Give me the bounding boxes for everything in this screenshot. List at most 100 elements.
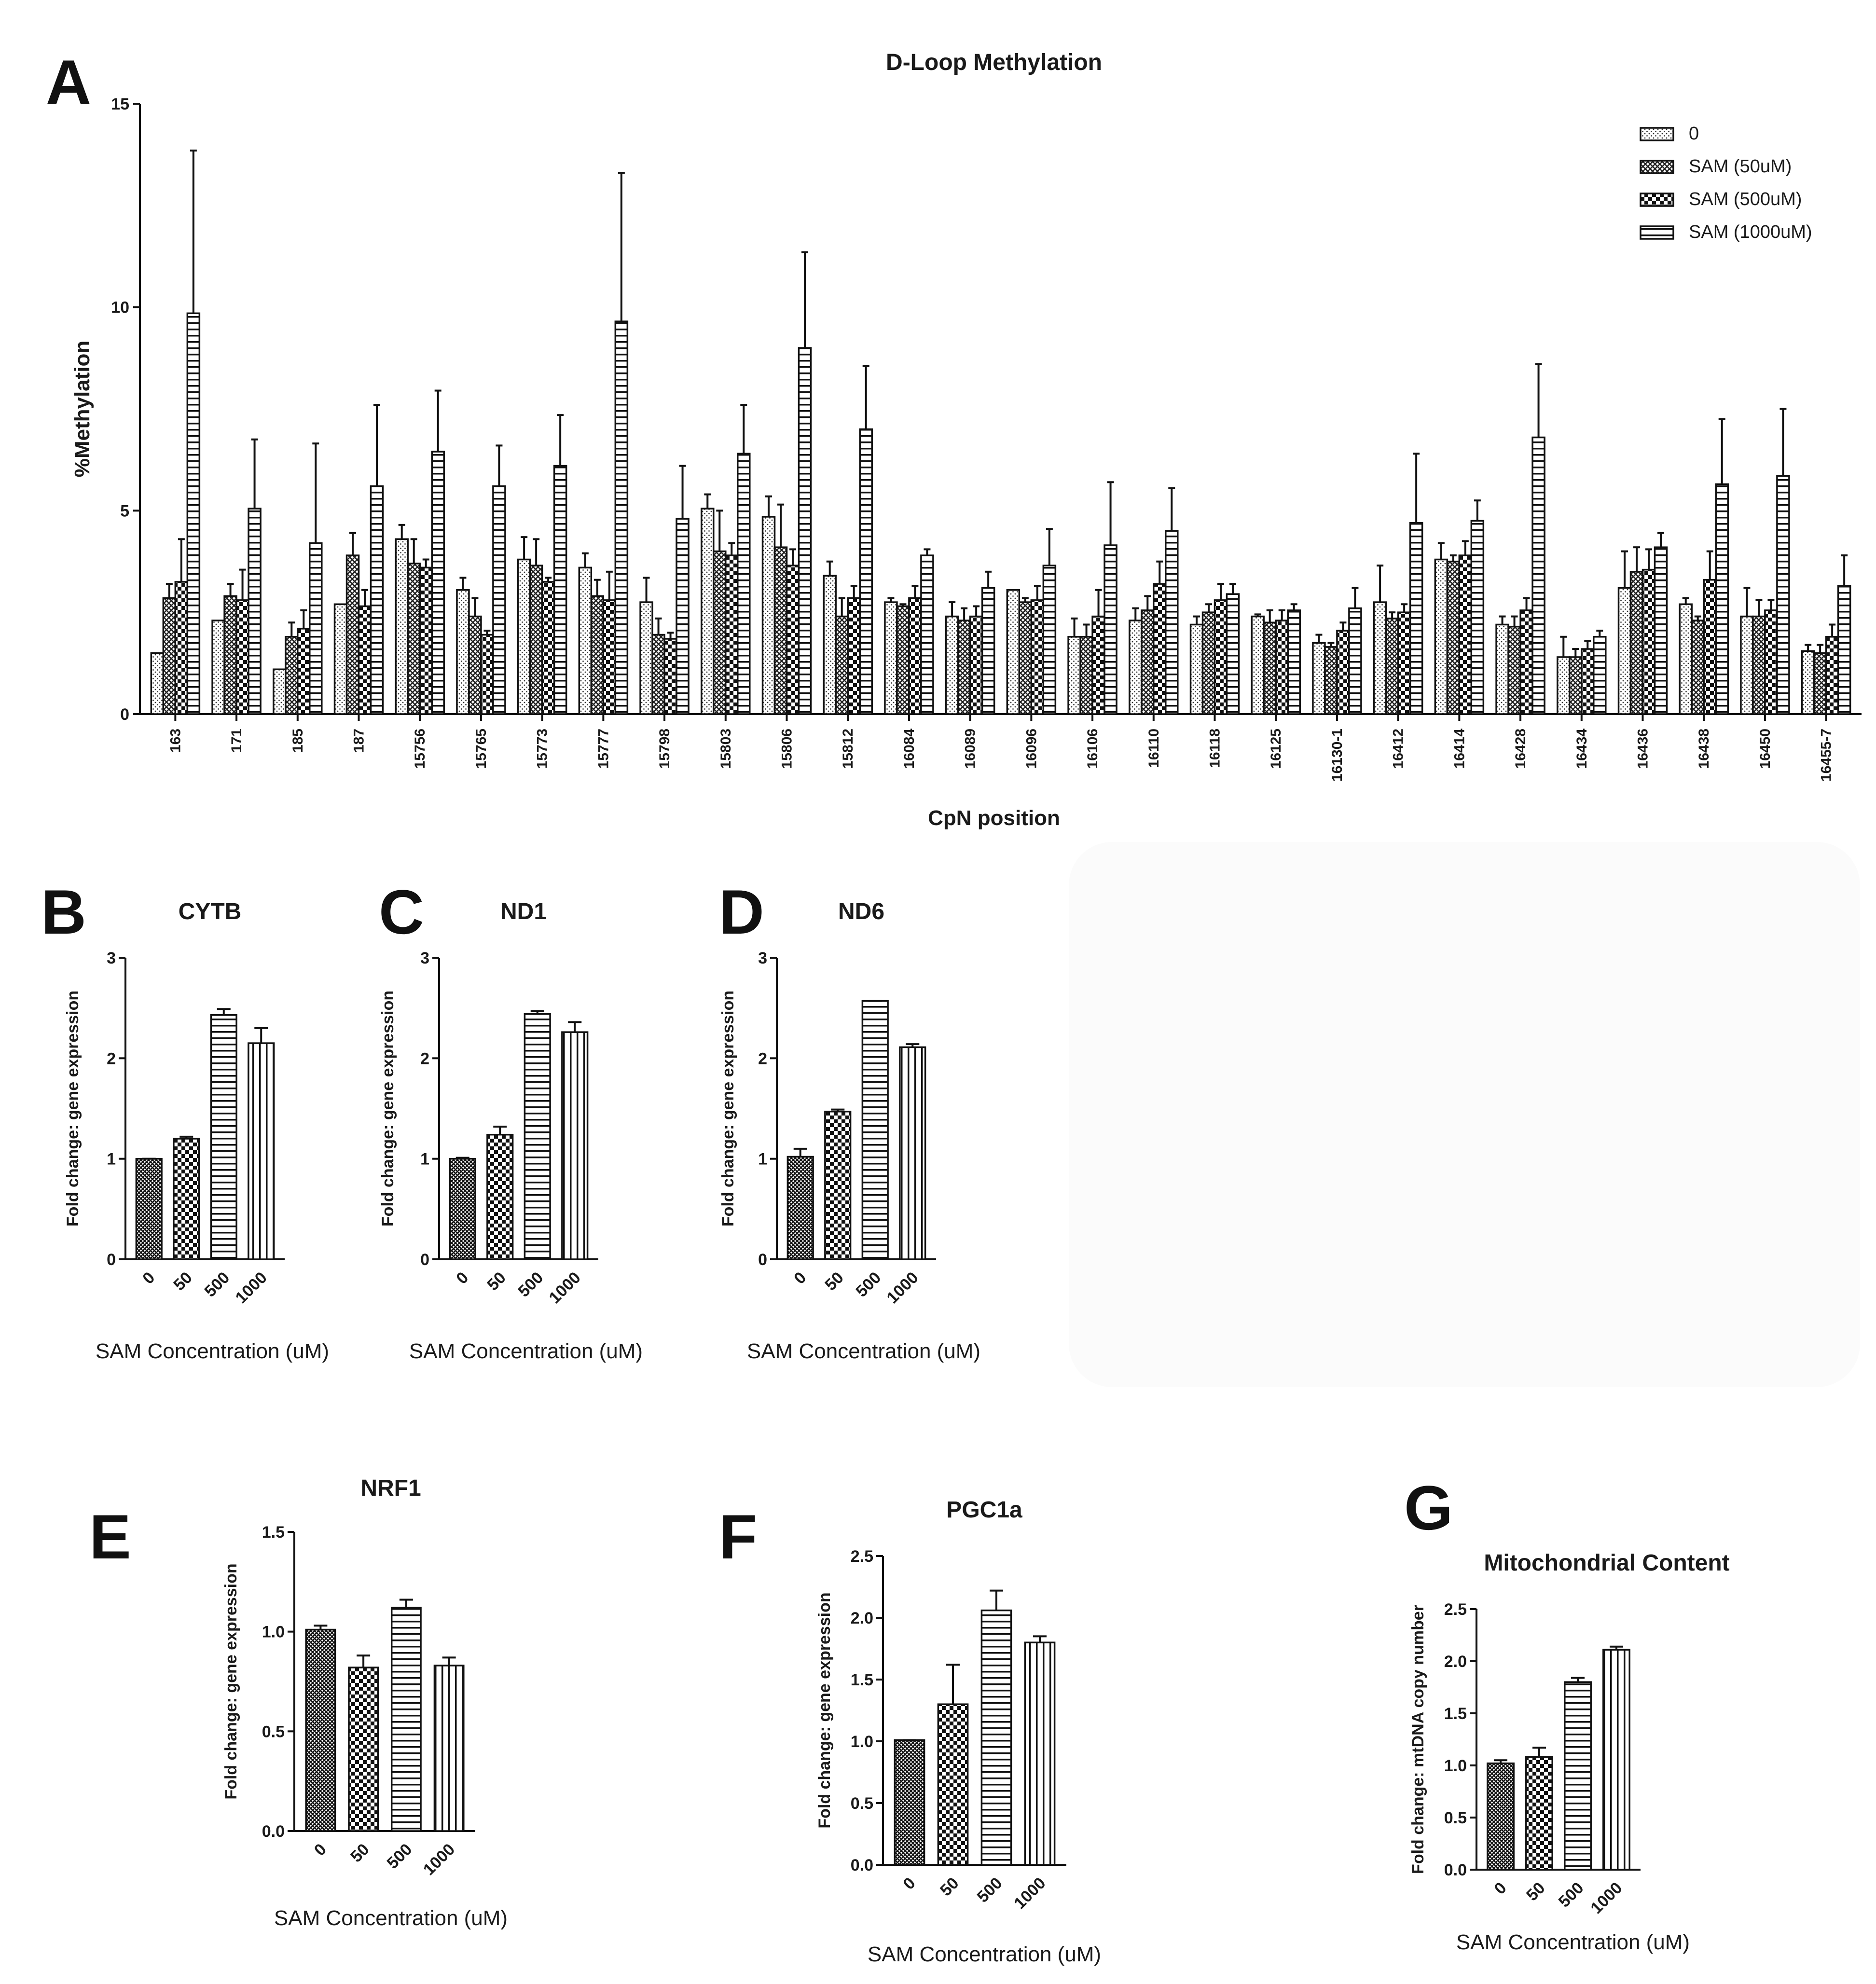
bar-a xyxy=(1837,585,1851,715)
bar-a xyxy=(1703,579,1717,715)
x-tick-label-f: 500 xyxy=(974,1874,1006,1906)
x-tick-label-a: 16130-1 xyxy=(1329,729,1345,782)
bar-a xyxy=(273,668,287,715)
bar-a xyxy=(1776,475,1790,715)
bar-a xyxy=(235,599,249,715)
bar-a xyxy=(847,597,861,715)
bar-a xyxy=(1104,544,1117,715)
x-tick-label-d: 50 xyxy=(821,1268,847,1295)
x-tick-label-a: 16118 xyxy=(1207,729,1223,768)
bar-f xyxy=(980,1609,1012,1866)
y-tick-label-c: 0 xyxy=(420,1251,429,1269)
bar-e xyxy=(390,1607,422,1832)
bar-a xyxy=(896,605,910,715)
x-tick-label-b: 1000 xyxy=(232,1268,271,1307)
chart-title-d: ND6 xyxy=(838,899,884,924)
bar-a xyxy=(920,554,934,715)
bar-a xyxy=(333,603,348,715)
bar-a xyxy=(1312,642,1326,715)
x-axis-label-a: CpN position xyxy=(928,806,1060,830)
bar-a xyxy=(1715,483,1729,715)
y-tick-label-b: 3 xyxy=(107,949,116,967)
legend-swatch-a xyxy=(1640,193,1674,207)
bar-a xyxy=(1470,520,1485,715)
bar-a xyxy=(1679,603,1693,715)
x-tick-label-a: 15806 xyxy=(779,729,795,769)
bar-a xyxy=(1825,636,1839,715)
legend-label-a: SAM (1000uM) xyxy=(1689,222,1812,242)
legend-label-a: SAM (500uM) xyxy=(1689,189,1802,209)
bar-a xyxy=(701,508,715,715)
bar-a xyxy=(1165,530,1179,715)
y-tick-label-f: 2.0 xyxy=(851,1609,873,1627)
y-tick-label-f: 1.5 xyxy=(851,1671,873,1689)
y-axis-label-e: Fold change: gene expression xyxy=(222,1563,240,1799)
bar-b xyxy=(135,1157,163,1260)
x-tick-label-f: 0 xyxy=(899,1874,919,1893)
panel-g: G Mitochondrial Content 0.0 0.5 1.0 1.5 2.0 2.5… xyxy=(1404,1473,1730,1954)
x-tick-label-f: 50 xyxy=(937,1874,963,1900)
x-tick-label-a: 16455-7 xyxy=(1819,729,1835,782)
bar-a xyxy=(1263,621,1277,715)
bar-a xyxy=(1373,601,1387,715)
y-tick-label-e: 0.5 xyxy=(262,1722,285,1741)
x-tick-label-a: 16434 xyxy=(1574,729,1590,769)
y-tick-label-a: 10 xyxy=(111,299,129,317)
x-axis-label-b: SAM Concentration (uM) xyxy=(96,1339,329,1363)
bar-a xyxy=(590,595,605,715)
bar-a xyxy=(1091,615,1105,715)
bar-a xyxy=(761,516,776,715)
bar-a xyxy=(517,558,531,715)
bar-a xyxy=(480,634,494,715)
x-tick-label-e: 0 xyxy=(311,1840,330,1860)
bar-a xyxy=(541,581,555,715)
legend-label-a: SAM (50uM) xyxy=(1689,156,1792,177)
x-tick-label-a: 16414 xyxy=(1451,729,1467,769)
y-tick-label-g: 1.5 xyxy=(1444,1705,1467,1723)
y-tick-label-e: 0.0 xyxy=(262,1822,285,1841)
x-tick-label-c: 500 xyxy=(514,1268,547,1301)
bar-g xyxy=(1602,1649,1630,1871)
panel-d: D ND6 0 1 2 3 Fold change: gene expression 0 50 5… xyxy=(719,877,980,1363)
y-axis-label-c: Fold change: gene expression xyxy=(379,991,397,1226)
bar-g xyxy=(1487,1762,1515,1871)
bar-a xyxy=(578,566,593,715)
bar-a xyxy=(773,546,788,715)
bar-a xyxy=(1801,650,1815,715)
bar-a xyxy=(1129,620,1143,715)
bar-a xyxy=(395,538,409,715)
y-tick-label-b: 2 xyxy=(107,1049,116,1068)
bar-a xyxy=(186,312,201,715)
y-tick-label-b: 0 xyxy=(107,1251,116,1269)
bar-a xyxy=(945,615,959,715)
bar-a xyxy=(1324,646,1338,715)
bar-a xyxy=(614,320,629,715)
bar-g xyxy=(1564,1681,1592,1871)
bar-a xyxy=(1067,636,1081,715)
y-tick-label-a: 5 xyxy=(120,502,129,520)
bar-a xyxy=(1018,601,1033,715)
x-tick-label-a: 15773 xyxy=(535,729,551,769)
x-tick-label-a: 15765 xyxy=(473,729,489,769)
bar-a xyxy=(1617,587,1632,715)
bar-a xyxy=(297,628,311,715)
bar-a xyxy=(407,563,421,715)
x-tick-label-b: 50 xyxy=(170,1268,196,1295)
panel-letter-e: E xyxy=(89,1502,131,1572)
bar-a xyxy=(1336,630,1350,715)
bar-a xyxy=(1434,558,1448,715)
chart-title-b: CYTB xyxy=(179,899,242,924)
bar-a xyxy=(1446,561,1461,715)
bar-f xyxy=(894,1739,925,1866)
legend-swatch-a xyxy=(1640,225,1674,240)
bar-a xyxy=(1813,652,1827,715)
bar-a xyxy=(456,589,470,715)
bar-a xyxy=(1251,615,1265,715)
bar-a xyxy=(737,453,751,715)
bar-a xyxy=(162,597,177,715)
x-tick-label-a: 15777 xyxy=(595,729,611,769)
bar-a xyxy=(1764,609,1778,715)
x-tick-label-c: 50 xyxy=(483,1268,510,1295)
bar-c xyxy=(561,1031,589,1260)
bar-a xyxy=(1153,583,1167,715)
